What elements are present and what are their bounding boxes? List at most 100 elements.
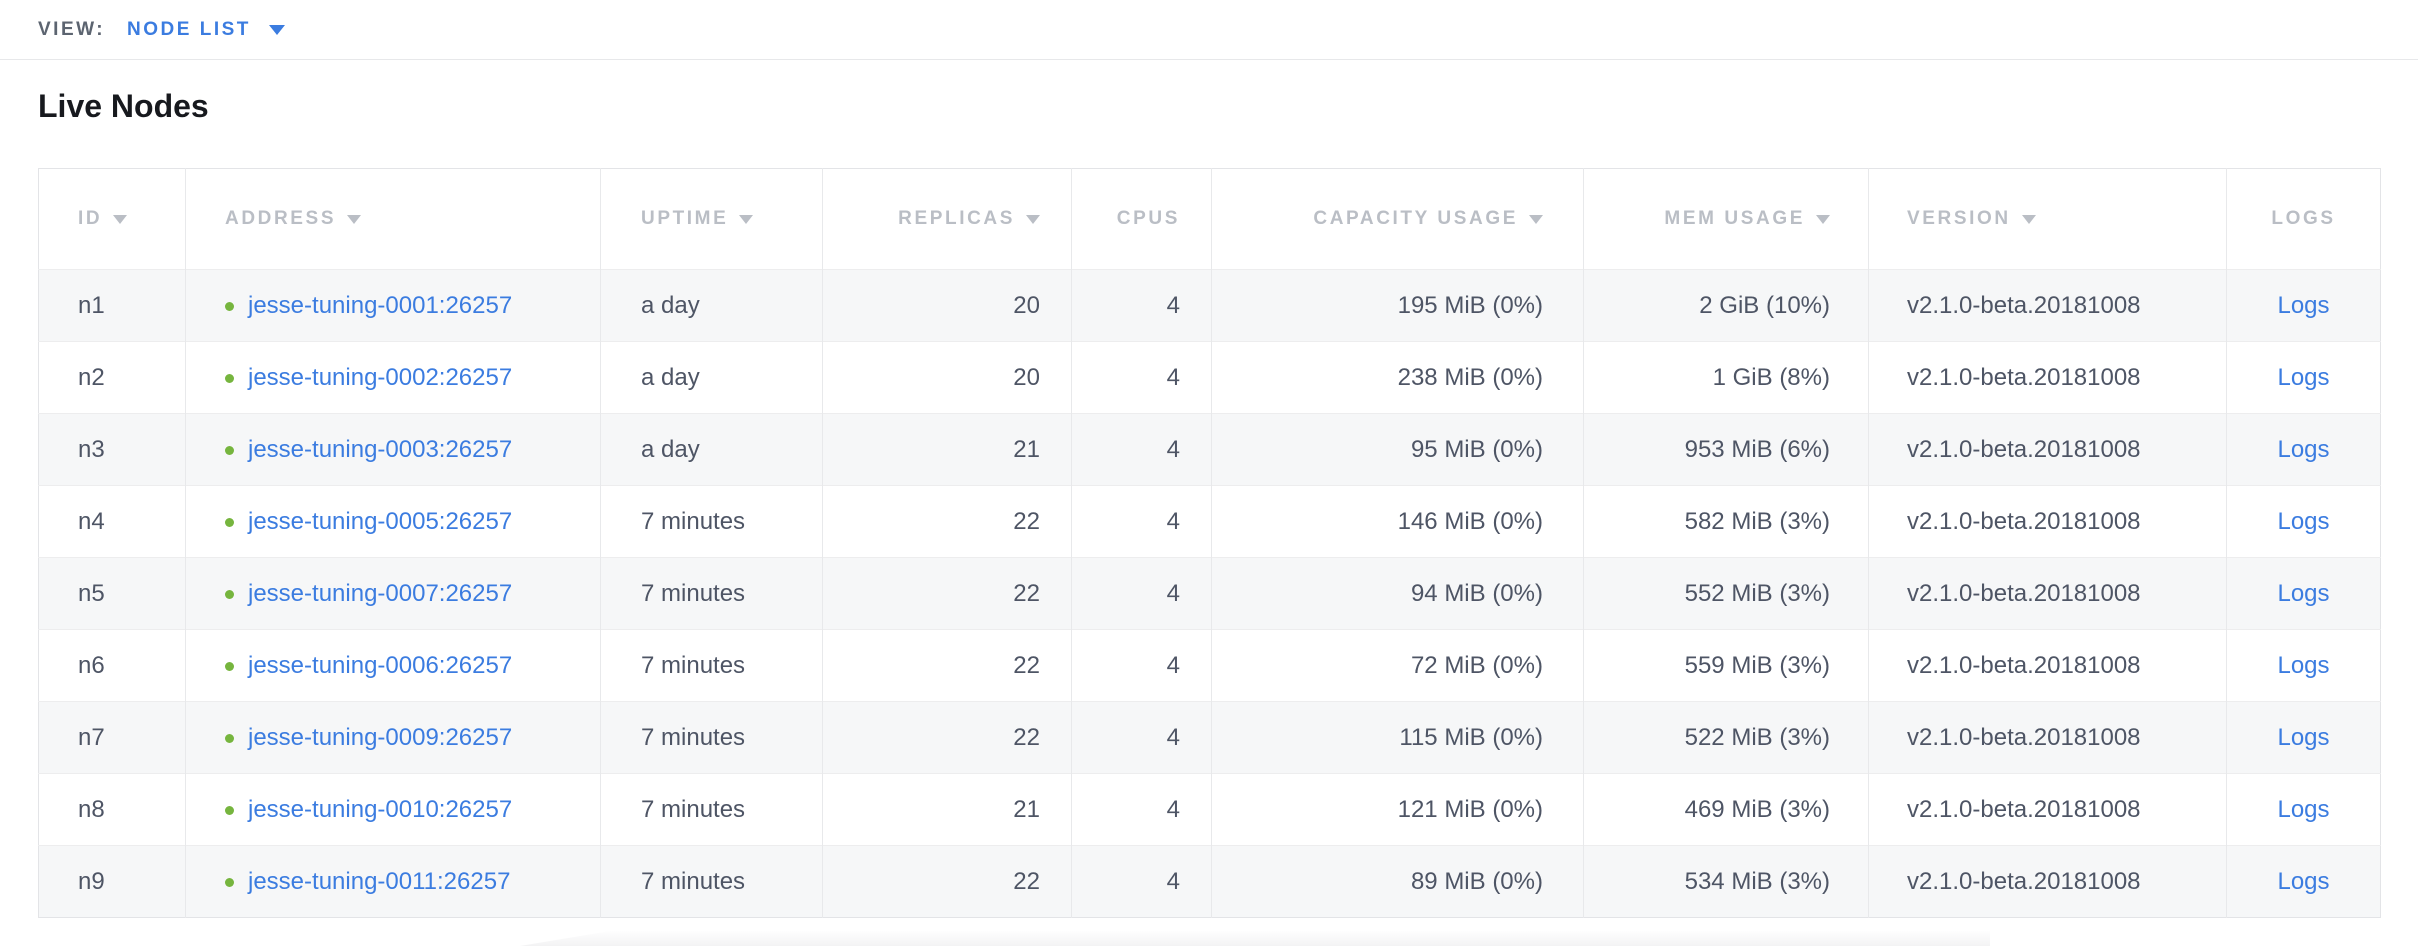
node-mem-usage: 469 MiB (3%)	[1684, 795, 1830, 823]
node-version: v2.1.0-beta.20181008	[1907, 507, 2141, 535]
node-version: v2.1.0-beta.20181008	[1907, 579, 2141, 607]
node-version-cell: v2.1.0-beta.20181008	[1868, 413, 2227, 486]
live-nodes-table: ID ADDRESS UPTIME REPLICAS CPUS CAPACITY…	[38, 168, 2381, 918]
node-cpus: 4	[1166, 579, 1180, 607]
node-replicas: 22	[1013, 723, 1040, 751]
node-logs-link[interactable]: Logs	[2277, 579, 2330, 607]
node-replicas: 22	[1013, 867, 1040, 895]
next-section-edge	[520, 931, 1990, 946]
node-logs-link[interactable]: Logs	[2277, 507, 2330, 535]
node-logs-link[interactable]: Logs	[2277, 435, 2330, 463]
node-uptime: 7 minutes	[641, 651, 746, 679]
node-uptime-cell: 7 minutes	[600, 773, 823, 846]
node-logs-link[interactable]: Logs	[2277, 723, 2330, 751]
node-logs-link[interactable]: Logs	[2277, 867, 2330, 895]
column-header-uptime[interactable]: UPTIME	[600, 168, 823, 270]
column-header-replicas[interactable]: REPLICAS	[822, 168, 1072, 270]
node-address-cell: jesse-tuning-0011:26257	[185, 845, 601, 918]
node-cpus: 4	[1166, 507, 1180, 535]
node-cpus-cell: 4	[1071, 557, 1212, 630]
column-header-capacity_usage[interactable]: CAPACITY USAGE	[1211, 168, 1584, 270]
node-cpus-cell: 4	[1071, 413, 1212, 486]
node-address-link[interactable]: jesse-tuning-0002:26257	[248, 363, 513, 391]
column-header-cpus: CPUS	[1071, 168, 1212, 270]
node-address-link[interactable]: jesse-tuning-0001:26257	[248, 291, 513, 319]
node-address-link[interactable]: jesse-tuning-0005:26257	[248, 507, 513, 535]
node-uptime: 7 minutes	[641, 795, 746, 823]
sort-desc-icon	[739, 215, 754, 224]
node-version-cell: v2.1.0-beta.20181008	[1868, 773, 2227, 846]
view-selector-dropdown[interactable]: NODE LIST	[127, 19, 285, 41]
node-replicas-cell: 21	[822, 773, 1072, 846]
node-logs-link[interactable]: Logs	[2277, 291, 2330, 319]
node-address-cell: jesse-tuning-0005:26257	[185, 485, 601, 558]
node-logs-cell: Logs	[2226, 845, 2381, 918]
node-logs-link[interactable]: Logs	[2277, 363, 2330, 391]
node-version-cell: v2.1.0-beta.20181008	[1868, 845, 2227, 918]
node-live-status-icon	[225, 661, 234, 671]
node-capacity-usage-cell: 115 MiB (0%)	[1211, 701, 1584, 774]
node-uptime-cell: 7 minutes	[600, 629, 823, 702]
node-replicas: 21	[1013, 795, 1040, 823]
node-address-link[interactable]: jesse-tuning-0006:26257	[248, 651, 513, 679]
node-id-cell: n4	[39, 486, 186, 558]
column-header-version[interactable]: VERSION	[1868, 168, 2227, 270]
node-uptime-cell: a day	[600, 413, 823, 486]
node-address-link[interactable]: jesse-tuning-0007:26257	[248, 579, 513, 607]
node-cpus-cell: 4	[1071, 845, 1212, 918]
node-mem-usage-cell: 522 MiB (3%)	[1583, 701, 1869, 774]
node-capacity-usage: 89 MiB (0%)	[1410, 867, 1543, 895]
page-content: Live Nodes ID ADDRESS UPTIME REPLICAS CP…	[0, 86, 2418, 918]
node-version: v2.1.0-beta.20181008	[1907, 795, 2141, 823]
table-row: n6 jesse-tuning-0006:26257 7 minutes 22 …	[38, 629, 2381, 702]
column-header-mem_usage[interactable]: MEM USAGE	[1583, 168, 1869, 270]
node-capacity-usage-cell: 72 MiB (0%)	[1211, 629, 1584, 702]
column-header-address[interactable]: ADDRESS	[185, 168, 601, 270]
node-mem-usage-cell: 1 GiB (8%)	[1583, 341, 1869, 414]
node-uptime-cell: 7 minutes	[600, 557, 823, 630]
node-address-cell: jesse-tuning-0001:26257	[185, 269, 601, 342]
node-mem-usage: 2 GiB (10%)	[1699, 291, 1830, 319]
node-cpus: 4	[1166, 363, 1180, 391]
node-address-cell: jesse-tuning-0009:26257	[185, 701, 601, 774]
node-uptime-cell: a day	[600, 269, 823, 342]
node-mem-usage: 552 MiB (3%)	[1684, 579, 1830, 607]
node-live-status-icon	[225, 805, 234, 815]
node-replicas-cell: 21	[822, 413, 1072, 486]
node-capacity-usage-cell: 238 MiB (0%)	[1211, 341, 1584, 414]
node-mem-usage-cell: 559 MiB (3%)	[1583, 629, 1869, 702]
table-row: n2 jesse-tuning-0002:26257 a day 20 4 23…	[38, 341, 2381, 414]
table-row: n5 jesse-tuning-0007:26257 7 minutes 22 …	[38, 557, 2381, 630]
node-address-cell: jesse-tuning-0010:26257	[185, 773, 601, 846]
node-mem-usage-cell: 534 MiB (3%)	[1583, 845, 1869, 918]
sort-desc-icon	[2021, 215, 2036, 224]
node-logs-link[interactable]: Logs	[2277, 651, 2330, 679]
table-header-row: ID ADDRESS UPTIME REPLICAS CPUS CAPACITY…	[38, 168, 2381, 270]
node-live-status-icon	[225, 517, 234, 527]
node-replicas: 22	[1013, 507, 1040, 535]
page-title: Live Nodes	[38, 88, 209, 124]
node-uptime: a day	[641, 291, 700, 319]
node-cpus-cell: 4	[1071, 269, 1212, 342]
table-row: n9 jesse-tuning-0011:26257 7 minutes 22 …	[38, 845, 2381, 918]
node-mem-usage-cell: 2 GiB (10%)	[1583, 269, 1869, 342]
node-capacity-usage: 238 MiB (0%)	[1397, 363, 1543, 391]
node-address-link[interactable]: jesse-tuning-0011:26257	[248, 867, 511, 895]
column-header-label: ADDRESS	[225, 208, 337, 229]
column-header-label: CAPACITY USAGE	[1313, 208, 1518, 229]
caret-down-icon	[268, 24, 285, 35]
node-address-link[interactable]: jesse-tuning-0009:26257	[248, 723, 513, 751]
node-uptime-cell: 7 minutes	[600, 845, 823, 918]
node-address-link[interactable]: jesse-tuning-0003:26257	[248, 435, 513, 463]
node-address-cell: jesse-tuning-0003:26257	[185, 413, 601, 486]
node-logs-link[interactable]: Logs	[2277, 795, 2330, 823]
node-mem-usage: 522 MiB (3%)	[1684, 723, 1830, 751]
node-cpus-cell: 4	[1071, 341, 1212, 414]
column-header-id[interactable]: ID	[38, 168, 186, 270]
node-logs-cell: Logs	[2226, 773, 2381, 846]
node-address-link[interactable]: jesse-tuning-0010:26257	[248, 795, 513, 823]
node-capacity-usage: 121 MiB (0%)	[1397, 795, 1543, 823]
node-id-cell: n8	[39, 774, 186, 846]
node-mem-usage-cell: 552 MiB (3%)	[1583, 557, 1869, 630]
node-mem-usage: 559 MiB (3%)	[1684, 651, 1830, 679]
